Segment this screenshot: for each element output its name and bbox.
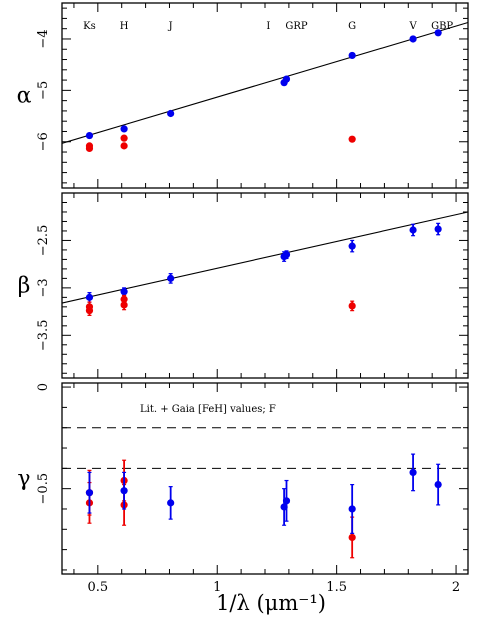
data-point-blue bbox=[348, 242, 356, 250]
panel-annotation: Lit. + Gaia [FeH] values; F bbox=[140, 404, 276, 415]
panel-1: −6 −5 −4 α bbox=[17, 2, 469, 189]
band-labels: Ks H J I GRP G V GBP bbox=[83, 21, 453, 32]
y-tick-label: 0 bbox=[36, 383, 51, 391]
data-point-blue bbox=[282, 497, 291, 505]
band-label: GBP bbox=[431, 21, 453, 32]
data-point-blue bbox=[434, 225, 442, 233]
panel-2: −3.5 −3 −2.5 β bbox=[18, 192, 469, 379]
data-point-blue bbox=[167, 109, 175, 118]
x-tick-label: 0.5 bbox=[87, 580, 108, 595]
data-point-blue bbox=[409, 35, 417, 43]
data-point-red bbox=[348, 135, 356, 143]
data-point-red bbox=[85, 303, 94, 311]
data-point-blue bbox=[282, 75, 291, 83]
data-point-red bbox=[120, 134, 128, 142]
data-point-blue bbox=[167, 499, 175, 507]
panel-3: −0.5 0 γ 0.5 1 1.5 2 Lit. + Gaia [FeH] values; … bbox=[17, 382, 469, 595]
data-point-blue bbox=[120, 288, 128, 296]
data-point-blue bbox=[434, 29, 442, 37]
band-label: V bbox=[408, 21, 417, 32]
fit-line bbox=[61, 22, 469, 144]
y-tick-label: −5 bbox=[36, 81, 51, 100]
data-point-blue bbox=[85, 293, 94, 301]
data-point-red bbox=[120, 295, 128, 303]
data-point-red bbox=[348, 302, 356, 310]
x-tick-label: 1.5 bbox=[326, 580, 347, 595]
data-point-blue bbox=[120, 125, 128, 133]
y-tick-label: −3.5 bbox=[36, 320, 51, 352]
y-axis-label: γ bbox=[17, 467, 30, 492]
data-point-red bbox=[85, 142, 94, 150]
y-tick-label: −4 bbox=[36, 29, 51, 48]
data-point-blue bbox=[120, 487, 128, 495]
band-label: G bbox=[348, 21, 356, 32]
x-axis-label: 1/λ (μm⁻¹) bbox=[216, 591, 326, 615]
band-label: GRP bbox=[285, 21, 308, 32]
data-point-blue bbox=[282, 251, 291, 259]
data-point-blue bbox=[409, 468, 417, 477]
panels: −6 −5 −4 α −3.5 −3 −2.5 β −0.5 0 γ 0.5 1 1.5 2 Lit. + G… bbox=[17, 2, 469, 595]
band-label: Ks bbox=[83, 21, 96, 32]
data-point-blue bbox=[348, 505, 356, 513]
data-point-red bbox=[120, 142, 128, 150]
data-point-blue bbox=[167, 274, 175, 282]
panel-frame bbox=[61, 192, 469, 379]
data-point-blue bbox=[85, 131, 94, 140]
y-tick-label: −3 bbox=[36, 278, 51, 297]
band-label: H bbox=[120, 21, 129, 32]
data-point-blue bbox=[409, 226, 417, 234]
data-point-blue bbox=[348, 51, 356, 60]
band-label: J bbox=[168, 21, 173, 32]
band-label: I bbox=[266, 21, 270, 32]
fit-line bbox=[61, 211, 469, 304]
y-tick-label: −0.5 bbox=[36, 473, 51, 505]
data-point-blue bbox=[434, 480, 442, 489]
y-axis-label: α bbox=[17, 84, 32, 109]
data-point-blue bbox=[85, 489, 94, 497]
y-tick-label: −2.5 bbox=[36, 225, 51, 257]
y-axis-label: β bbox=[18, 274, 31, 299]
y-tick-label: −6 bbox=[36, 132, 51, 151]
data-point-red bbox=[348, 533, 356, 542]
x-tick-label: 2 bbox=[452, 580, 460, 595]
x-tick-label: 1 bbox=[213, 580, 221, 595]
